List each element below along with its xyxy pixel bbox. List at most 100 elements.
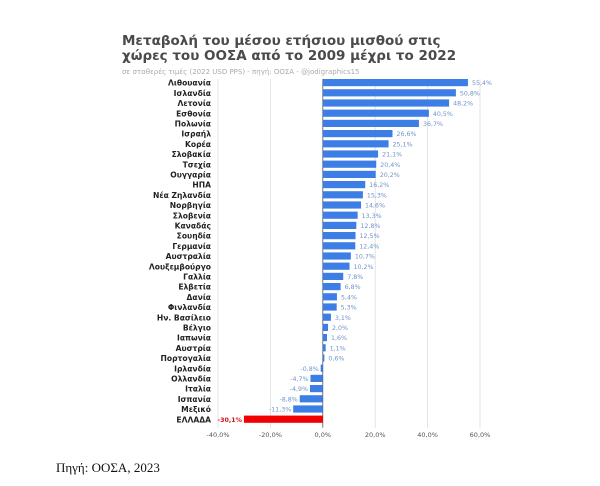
category-label: Λουξεμβούργο [149, 262, 211, 271]
category-label: Ισπανία [178, 395, 211, 404]
category-label: Αυστρία [176, 344, 211, 353]
value-label: 1,1% [330, 345, 346, 352]
value-label: 5,4% [341, 294, 357, 301]
category-label: Φινλανδία [168, 303, 211, 312]
category-label: Ελβετία [178, 283, 211, 292]
value-label: 12,4% [359, 243, 379, 250]
chart-title-line-1: Μεταβολή του μέσου ετήσιου μισθού στις [122, 33, 440, 49]
bar [322, 323, 329, 331]
value-label: 1,6% [331, 335, 347, 342]
value-label: -4,7% [290, 376, 308, 383]
bar [322, 130, 393, 138]
bar [322, 334, 327, 342]
bar [322, 262, 350, 270]
value-label: 20,4% [380, 162, 400, 169]
x-tick-label: -40,0% [207, 431, 230, 439]
category-label: Ιταλία [185, 385, 211, 394]
bar [320, 364, 323, 372]
bar [293, 405, 323, 413]
bar [322, 89, 456, 97]
category-label: Νέα Ζηλανδία [153, 191, 211, 200]
value-label: 21,1% [382, 152, 402, 159]
category-label: Εσθονία [176, 109, 211, 118]
value-label: 6,8% [345, 284, 361, 291]
x-tick-label: 40,0% [417, 431, 438, 439]
value-label: -11,3% [269, 407, 291, 414]
bar [322, 160, 377, 168]
category-label: ΕΛΛΑΔΑ [176, 415, 211, 424]
value-label: -30,1% [217, 417, 242, 424]
value-label: 20,2% [380, 172, 400, 179]
category-label: Βέλγιο [183, 324, 211, 333]
chart-subtitle: σε σταθερές τιμές (2022 USD PPS) - πηγή:… [122, 68, 360, 76]
value-label: 15,3% [367, 192, 387, 199]
bar [322, 293, 337, 301]
value-label: -4,9% [290, 386, 308, 393]
category-label: Πορτογαλία [161, 354, 211, 363]
value-label: 10,2% [354, 264, 374, 271]
value-label: 55,4% [472, 80, 492, 87]
x-tick-label: 20,0% [365, 431, 386, 439]
bar [299, 395, 323, 403]
category-label: Κορέα [185, 140, 211, 149]
category-label: Πολωνία [175, 120, 211, 129]
bar [322, 232, 356, 240]
value-label: 5,3% [341, 305, 357, 312]
bar [322, 242, 356, 250]
bar [322, 109, 429, 117]
category-label: Λετονία [177, 99, 211, 108]
bar [322, 170, 376, 178]
bar [322, 283, 341, 291]
bar [322, 313, 331, 321]
bar [322, 303, 337, 311]
x-tick-label: 0,0% [315, 431, 332, 439]
x-tick-label: 60,0% [470, 431, 491, 439]
value-label: 12,8% [360, 223, 380, 230]
value-label: 13,3% [362, 213, 382, 220]
category-label: Ιαπωνία [177, 334, 211, 343]
bar [322, 79, 468, 87]
category-label: Δανία [187, 293, 211, 302]
category-label: Ιρλανδία [174, 364, 211, 373]
category-label: Ην. Βασίλειο [157, 313, 211, 322]
bar [322, 211, 358, 219]
bar [322, 252, 351, 260]
category-label: Καναδάς [175, 222, 211, 231]
category-label: Σλοβακία [172, 150, 211, 159]
value-label: 7,8% [347, 274, 363, 281]
category-label: Μεξικό [181, 405, 211, 414]
value-label: 10,7% [355, 254, 375, 261]
value-label: 3,1% [335, 315, 351, 322]
bar [322, 272, 344, 280]
source-footer: Πηγή: ΟΟΣΑ, 2023 [56, 460, 160, 475]
value-label: 12,5% [360, 233, 380, 240]
category-label: Ουγγαρία [170, 171, 211, 180]
category-label: Νορβηγία [170, 201, 211, 210]
value-label: 40,5% [433, 111, 453, 118]
category-label: Σλοβενία [173, 211, 211, 220]
category-label: Λιθουανία [168, 79, 211, 88]
value-label: 50,8% [460, 90, 480, 97]
bar [310, 374, 323, 382]
chart-title-line-2: χώρες του ΟΟΣΑ από το 2009 μέχρι το 2022 [122, 48, 456, 64]
value-label: 2,0% [332, 325, 348, 332]
value-label: -0,8% [300, 366, 318, 373]
value-label: 14,6% [365, 203, 385, 210]
value-label: 26,6% [396, 131, 416, 138]
value-label: 16,2% [369, 182, 389, 189]
value-label: 25,1% [393, 141, 413, 148]
bar [322, 150, 379, 158]
x-tick-label: -20,0% [259, 431, 282, 439]
bar [322, 221, 357, 229]
category-label: Σουηδία [177, 232, 211, 241]
category-label: Ολλανδία [171, 375, 211, 384]
category-label: Αυστραλία [166, 252, 211, 261]
category-label: Γερμανία [172, 242, 211, 251]
category-label: Ισλανδία [174, 89, 211, 98]
value-label: 48,2% [453, 101, 473, 108]
bar [322, 99, 450, 107]
bar [309, 385, 323, 393]
category-label: Τσεχία [183, 160, 211, 169]
value-label: -8,8% [279, 396, 297, 403]
